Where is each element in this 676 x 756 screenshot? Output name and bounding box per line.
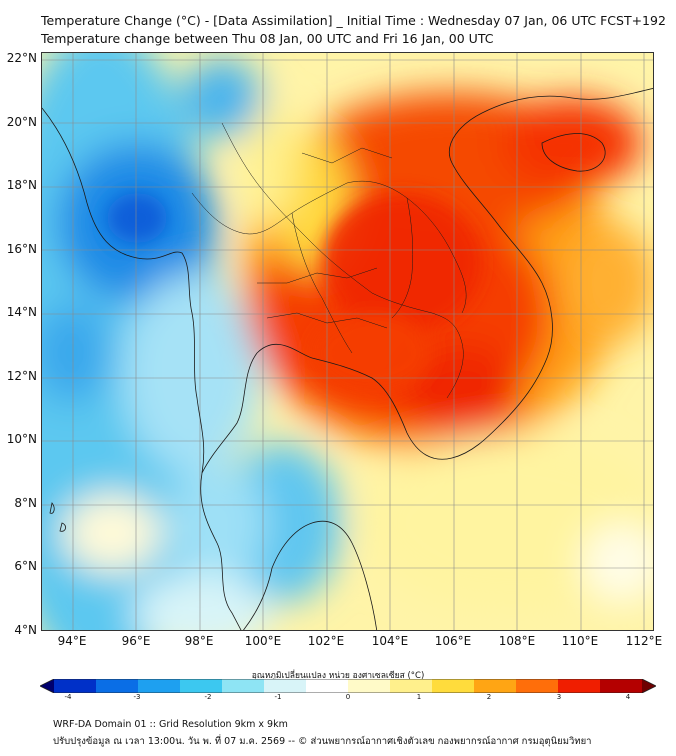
- lon-label-94e: 94°E: [57, 634, 87, 648]
- lat-label-18n: 18°N: [6, 178, 37, 192]
- lat-label-12n: 12°N: [6, 369, 37, 383]
- footer-domain-info: WRF-DA Domain 01 :: Grid Resolution 9km …: [53, 719, 288, 730]
- colorbar-tick: -4: [64, 693, 72, 701]
- lat-label-8n: 8°N: [14, 496, 37, 510]
- colorbar-cell: [390, 679, 433, 693]
- colorbar-tick: -1: [274, 693, 282, 701]
- colorbar-tick: 0: [345, 693, 351, 701]
- footer-credit: ปรับปรุงข้อมูล ณ เวลา 13:00น. วัน พ. ที่…: [53, 736, 592, 747]
- colorbar-cell: [474, 679, 517, 693]
- colorbar-cell: [600, 679, 643, 693]
- colorbar-tick: -3: [133, 693, 141, 701]
- map-subtitle: Temperature change between Thu 08 Jan, 0…: [41, 31, 494, 46]
- colorbar-cell: [180, 679, 223, 693]
- colorbar-cell: [432, 679, 475, 693]
- lon-label-96e: 96°E: [121, 634, 151, 648]
- colorbar-cell: [138, 679, 181, 693]
- lat-label-16n: 16°N: [6, 242, 37, 256]
- lon-label-112e: 112°E: [625, 634, 663, 648]
- lon-label-106e: 106°E: [434, 634, 472, 648]
- coastlines: [42, 88, 653, 630]
- colorbar-tick: 1: [416, 693, 422, 701]
- colorbar-cell: [558, 679, 601, 693]
- colorbar-cell: [264, 679, 307, 693]
- colorbar-label: อุณหภูมิเปลี่ยนแปลง หน่วย องศาเซลเซียส (…: [251, 671, 425, 681]
- colorbar-cell: [516, 679, 559, 693]
- lat-label-22n: 22°N: [6, 51, 37, 65]
- lon-label-102e: 102°E: [307, 634, 345, 648]
- colorbar-cell: [222, 679, 265, 693]
- colorbar-tick: 2: [486, 693, 492, 701]
- lon-label-110e: 110°E: [561, 634, 599, 648]
- lat-label-10n: 10°N: [6, 432, 37, 446]
- colorbar-tick: -2: [204, 693, 212, 701]
- lat-label-4n: 4°N: [14, 623, 37, 637]
- lon-label-108e: 108°E: [498, 634, 536, 648]
- colorbar-cell: [306, 679, 349, 693]
- colorbar: [40, 679, 656, 693]
- lat-label-20n: 20°N: [6, 115, 37, 129]
- graticule: [42, 53, 653, 630]
- map-title: Temperature Change (°C) - [Data Assimila…: [41, 13, 666, 28]
- lon-label-100e: 100°E: [244, 634, 282, 648]
- admin-borders: [191, 122, 467, 399]
- lon-label-98e: 98°E: [184, 634, 214, 648]
- colorbar-cell: [40, 679, 54, 693]
- colorbar-tick: 3: [556, 693, 562, 701]
- colorbar-cell: [96, 679, 139, 693]
- lat-label-14n: 14°N: [6, 305, 37, 319]
- colorbar-cell: [54, 679, 97, 693]
- colorbar-tick: 4: [625, 693, 631, 701]
- temperature-change-map: [41, 52, 654, 631]
- colorbar-cell: [642, 679, 656, 693]
- lat-label-6n: 6°N: [14, 559, 37, 573]
- colorbar-cell: [348, 679, 391, 693]
- lon-label-104e: 104°E: [371, 634, 409, 648]
